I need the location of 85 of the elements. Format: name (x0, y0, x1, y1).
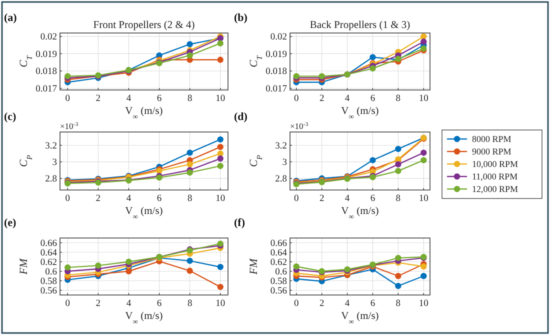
y-tick-label: 3 (52, 158, 58, 168)
x-tick-label: 6 (156, 299, 162, 309)
x-tick-label: 0 (294, 94, 299, 104)
x-tick-label: 8 (396, 299, 401, 309)
text: ×10$^{-3}$ (60, 121, 78, 131)
x-tick-label: 2 (319, 299, 324, 309)
chart-title: Back Propellers (1 & 3) (310, 20, 411, 31)
x-tick-label: 4 (126, 94, 132, 104)
legend-label: 11,000 RPM (472, 172, 518, 182)
chart-title: Front Propellers (2 & 4) (93, 20, 196, 31)
y-tick-label: 3.2 (275, 141, 288, 152)
y-tick-label: 0.019 (36, 50, 58, 60)
x-tick-label: 2 (319, 194, 324, 204)
y-tick-label: 3 (282, 158, 288, 168)
x-tick-label: 4 (126, 194, 132, 204)
x-tick-label: 0 (65, 94, 70, 104)
x-tick-label: 4 (126, 299, 132, 309)
x-tick-label: 4 (344, 194, 350, 204)
y-tick-label: 3.2 (45, 141, 58, 152)
x-tick-label: 6 (370, 299, 376, 309)
y-axis-title: FM (248, 258, 260, 276)
y-tick-label: 0.66 (40, 238, 58, 249)
x-tick-label: 4 (344, 299, 350, 309)
y-tick-label: 0.6 (275, 267, 288, 278)
y-tick-label: 0.02 (270, 32, 288, 43)
legend-label: 8000 RPM (472, 134, 512, 144)
y-tick-label: 0.62 (270, 258, 288, 268)
y-tick-label: 0.64 (40, 248, 58, 258)
x-tick-label: 8 (187, 94, 192, 104)
y-tick-label: 0.018 (36, 67, 58, 78)
x-tick-label: 6 (370, 94, 376, 104)
x-tick-label: 8 (396, 94, 401, 104)
y-tick-label: 2.8 (275, 174, 288, 185)
x-tick-label: 8 (187, 299, 192, 309)
y-tick-label: 0.64 (270, 248, 288, 258)
text: ×10$^{-3}$ (290, 121, 308, 131)
y-tick-label: 0.017 (266, 84, 288, 94)
x-tick-label: 10 (216, 299, 226, 309)
text: (a) (4, 12, 18, 24)
x-tick-label: 2 (96, 194, 101, 204)
text: (f) (234, 217, 246, 229)
x-tick-label: 0 (65, 299, 70, 309)
y-tick-label: 0.58 (270, 276, 288, 287)
x-axis-title: V$_{∞}$ (m/s) (125, 311, 164, 326)
x-axis-title: V$_{∞}$ (m/s) (341, 106, 380, 120)
x-tick-label: 6 (370, 194, 376, 204)
y-tick-label: 0.6 (45, 267, 58, 278)
x-tick-label: 10 (418, 94, 429, 104)
legend-label: 9000 RPM (472, 146, 512, 156)
y-tick-label: 0.56 (270, 286, 288, 296)
x-tick-label: 0 (294, 194, 299, 204)
y-tick-label: 0.018 (266, 67, 288, 78)
x-tick-label: 10 (216, 194, 226, 204)
y-tick-label: 0.56 (40, 286, 58, 296)
y-tick-label: 2.8 (45, 174, 58, 185)
text: (c) (4, 111, 17, 123)
text: (e) (4, 217, 17, 229)
x-tick-label: 4 (344, 94, 350, 104)
y-tick-label: 0.017 (36, 84, 58, 94)
x-tick-label: 8 (187, 194, 192, 204)
x-tick-label: 10 (418, 299, 429, 309)
y-tick-label: 0.66 (270, 238, 288, 249)
x-tick-label: 10 (418, 194, 429, 204)
x-tick-label: 8 (396, 194, 401, 204)
x-axis-title: V$_{∞}$ (m/s) (341, 206, 380, 220)
x-tick-label: 10 (216, 94, 226, 104)
x-tick-label: 0 (294, 299, 299, 309)
y-axis-title: FM (18, 258, 30, 276)
x-axis-title: V$_{∞}$ (m/s) (125, 106, 164, 120)
x-axis-title: V$_{∞}$ (m/s) (125, 206, 164, 220)
x-tick-label: 6 (156, 94, 162, 104)
legend-label: 12,000 RPM (472, 184, 518, 194)
x-tick-label: 6 (156, 194, 162, 204)
y-tick-label: 0.58 (40, 276, 58, 287)
text: (d) (234, 111, 248, 123)
x-axis-title: V$_{∞}$ (m/s) (341, 311, 380, 326)
x-tick-label: 2 (96, 299, 101, 309)
y-tick-label: 0.019 (266, 50, 288, 60)
x-tick-label: 2 (319, 94, 324, 104)
legend-label: 10,000 RPM (472, 159, 518, 169)
y-tick-label: 0.02 (40, 32, 58, 43)
x-tick-label: 0 (65, 194, 70, 204)
x-tick-label: 2 (96, 94, 101, 104)
text: (b) (234, 12, 248, 24)
y-tick-label: 0.62 (40, 258, 58, 268)
